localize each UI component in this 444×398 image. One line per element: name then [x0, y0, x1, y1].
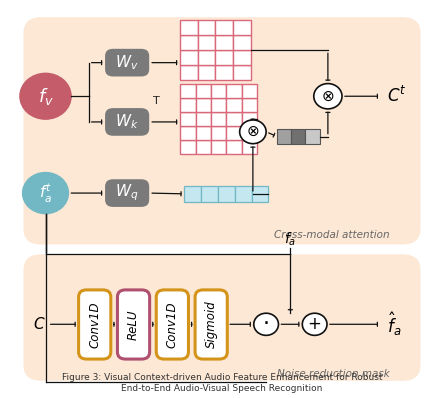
Text: $W_v$: $W_v$ [115, 53, 139, 72]
Bar [233, 20, 251, 35]
Bar [198, 35, 215, 51]
Bar [180, 35, 198, 51]
Bar [215, 51, 233, 65]
Bar [235, 186, 252, 202]
Bar [215, 35, 233, 51]
FancyBboxPatch shape [195, 290, 227, 359]
Bar [242, 98, 257, 112]
Bar [277, 129, 291, 144]
Bar [226, 126, 242, 140]
Bar [242, 112, 257, 126]
Bar [180, 126, 195, 140]
Bar [180, 98, 195, 112]
Bar [291, 129, 305, 144]
Bar [242, 84, 257, 98]
Text: $f_v$: $f_v$ [38, 86, 53, 107]
Bar [180, 140, 195, 154]
Bar [211, 126, 226, 140]
Bar [252, 186, 268, 202]
Circle shape [254, 313, 278, 336]
Bar [226, 98, 242, 112]
Bar [195, 140, 211, 154]
Circle shape [23, 172, 68, 214]
Bar [198, 65, 215, 80]
FancyBboxPatch shape [156, 290, 188, 359]
FancyBboxPatch shape [79, 290, 111, 359]
Bar [180, 112, 195, 126]
FancyBboxPatch shape [117, 290, 150, 359]
Text: ·: · [262, 314, 270, 334]
FancyBboxPatch shape [24, 254, 420, 381]
Text: $C^t$: $C^t$ [388, 86, 407, 106]
Bar [218, 186, 235, 202]
Bar [233, 65, 251, 80]
FancyBboxPatch shape [24, 17, 420, 244]
Text: ⊗: ⊗ [321, 89, 334, 104]
Bar [180, 20, 198, 35]
Bar [242, 140, 257, 154]
FancyBboxPatch shape [105, 49, 149, 76]
Bar [226, 84, 242, 98]
Bar [195, 84, 211, 98]
Bar [233, 51, 251, 65]
Text: Conv1D: Conv1D [88, 301, 101, 348]
Text: +: + [308, 315, 321, 333]
FancyBboxPatch shape [105, 179, 149, 207]
Bar [226, 112, 242, 126]
Bar [215, 65, 233, 80]
Bar [211, 98, 226, 112]
Circle shape [240, 120, 266, 144]
Text: $f_a^t$: $f_a^t$ [39, 181, 52, 205]
Text: $\hat{f}_a$: $\hat{f}_a$ [388, 310, 402, 338]
Circle shape [20, 73, 71, 119]
Bar [180, 65, 198, 80]
Circle shape [314, 84, 342, 109]
Text: Conv1D: Conv1D [166, 301, 179, 348]
Bar [211, 112, 226, 126]
Text: $W_q$: $W_q$ [115, 183, 139, 203]
Bar [180, 51, 198, 65]
Bar [211, 84, 226, 98]
Bar [201, 186, 218, 202]
Bar [211, 140, 226, 154]
Bar [226, 140, 242, 154]
Bar [185, 186, 201, 202]
Bar [233, 35, 251, 51]
Text: Noise reduction mask: Noise reduction mask [277, 369, 390, 379]
Bar [215, 20, 233, 35]
FancyBboxPatch shape [105, 108, 149, 136]
Bar [195, 126, 211, 140]
Bar [195, 112, 211, 126]
Text: ReLU: ReLU [127, 309, 140, 340]
Bar [195, 98, 211, 112]
Text: ⊗: ⊗ [246, 124, 259, 139]
Bar [305, 129, 320, 144]
Text: $C$: $C$ [32, 316, 45, 332]
Bar [198, 20, 215, 35]
Text: Cross-modal attention: Cross-modal attention [274, 230, 390, 240]
Text: $W_k$: $W_k$ [115, 113, 139, 131]
Bar [180, 84, 195, 98]
Bar [242, 126, 257, 140]
Text: Figure 3: Visual Context-driven Audio Feature Enhancement for Robust
End-to-End : Figure 3: Visual Context-driven Audio Fe… [62, 373, 382, 393]
Text: $f_a$: $f_a$ [284, 231, 297, 248]
Text: Sigmoid: Sigmoid [205, 300, 218, 348]
Circle shape [302, 313, 327, 336]
Bar [198, 51, 215, 65]
Text: T: T [153, 96, 159, 106]
